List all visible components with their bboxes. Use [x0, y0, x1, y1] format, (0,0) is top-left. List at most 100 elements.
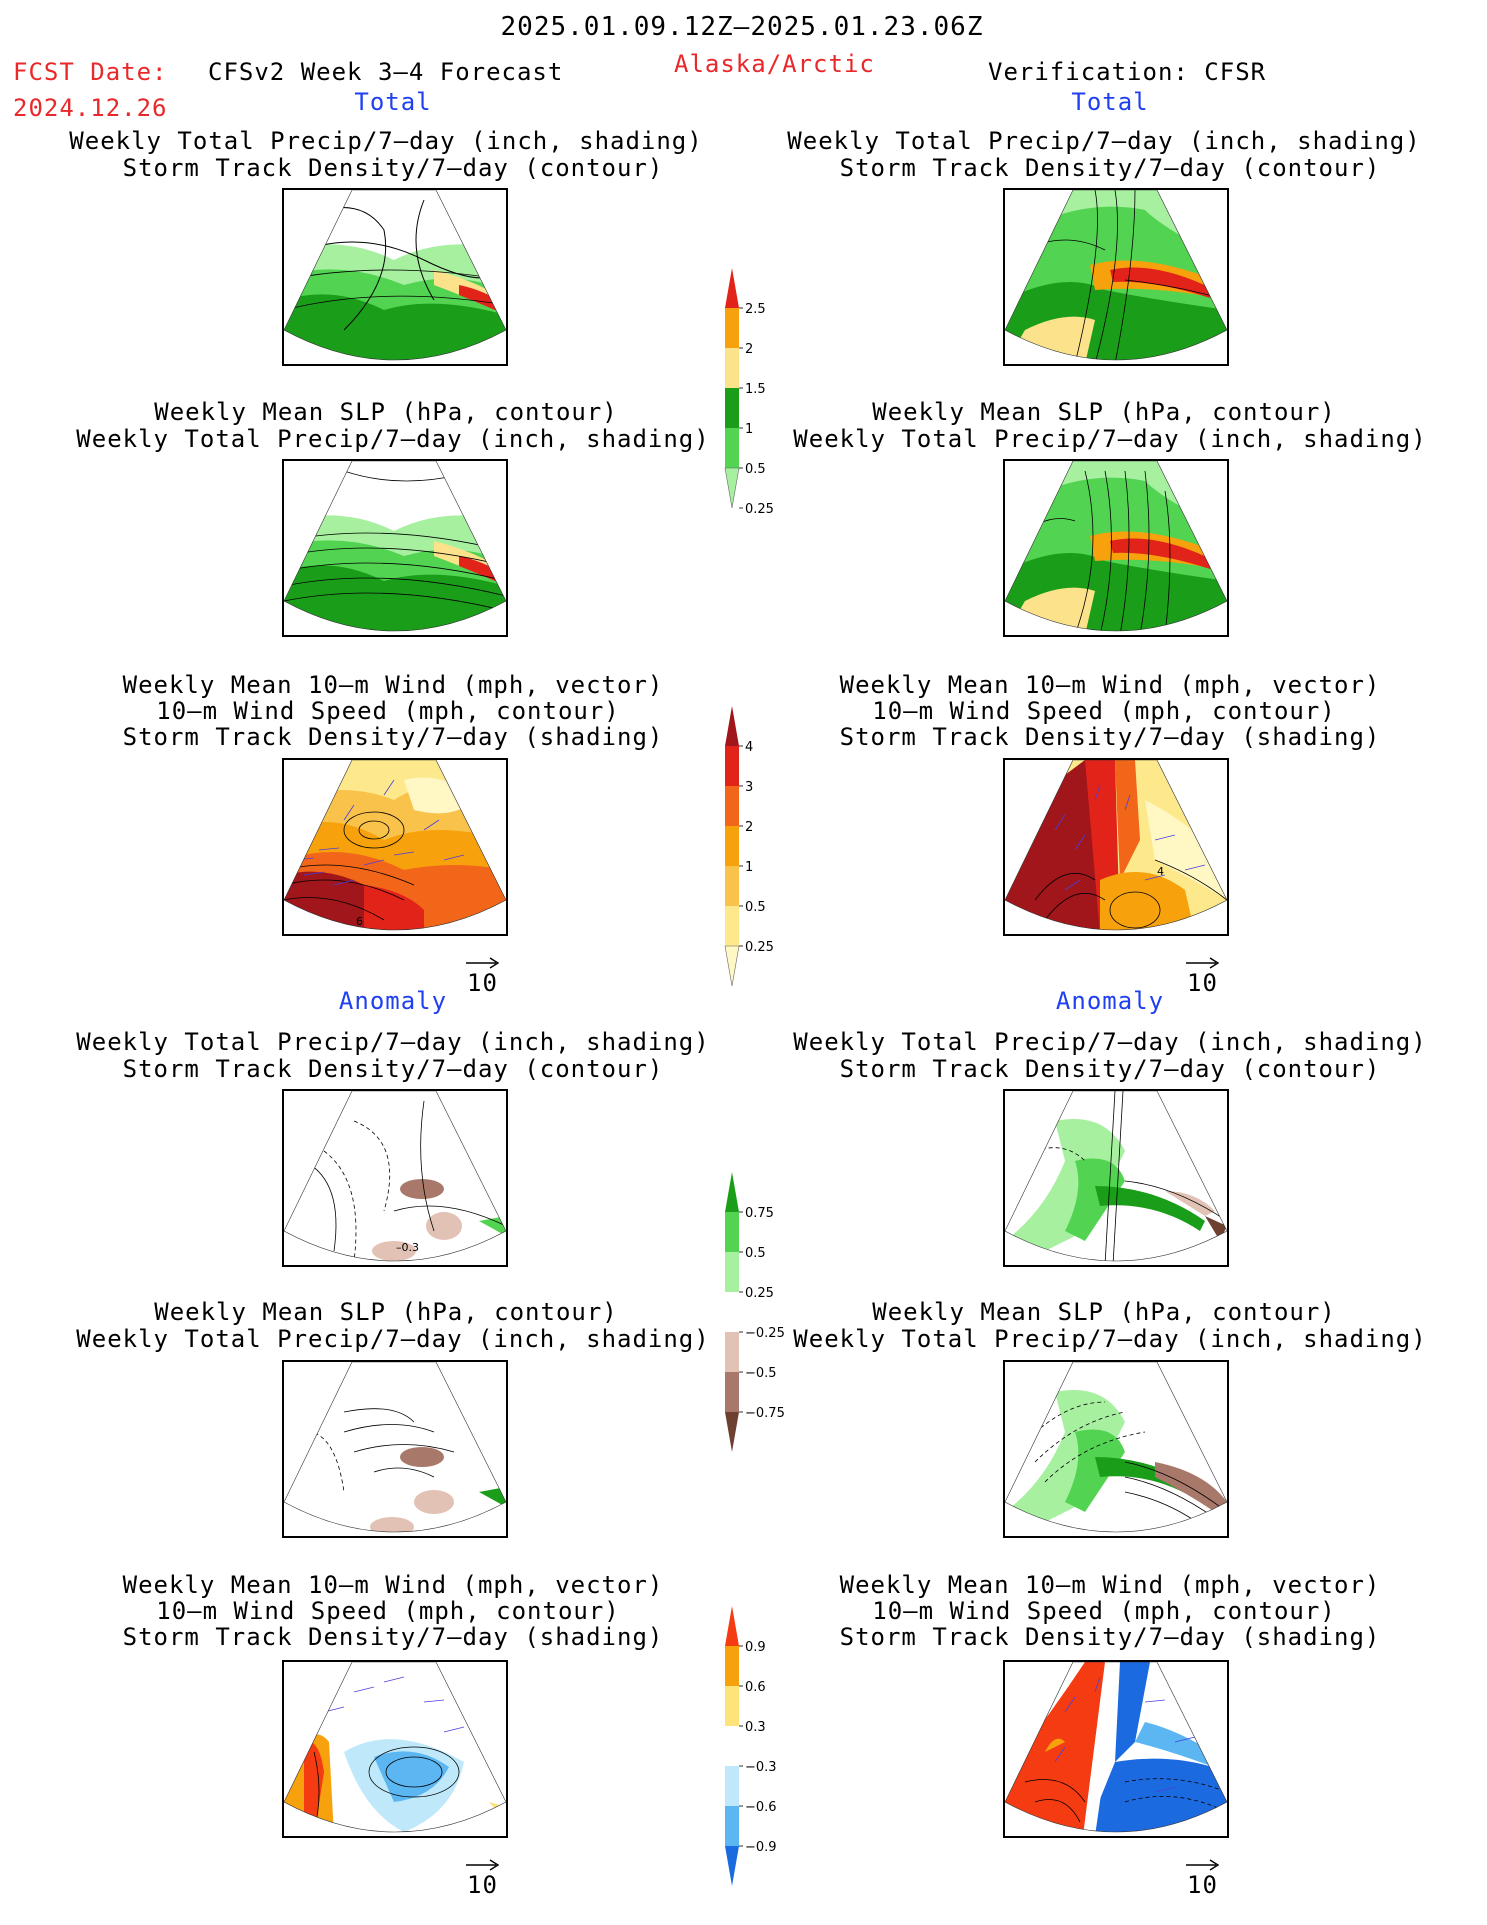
colorbar-precip-total: 2.5 2 1.5 1 0.5 0.25 [724, 268, 795, 522]
colorbar-tick-label: 4 [745, 740, 753, 755]
colorbar-tick-label: 1 [745, 860, 753, 875]
colorbar-tick-label: −0.75 [745, 1406, 785, 1421]
colorbar-top-cap [725, 706, 739, 746]
title-total-precip-l2-right: Storm Track Density/7–day (contour) [839, 154, 1381, 182]
title-anom-wind-l2-right: 10–m Wind Speed (mph, contour) [872, 1597, 1336, 1625]
title-anom-wind-l2-left: 10–m Wind Speed (mph, contour) [156, 1597, 620, 1625]
colorbar-tick-label: −0.25 [745, 1326, 785, 1341]
colorbar-tick-label: 0.25 [745, 940, 774, 955]
title-slp-l1-right: Weekly Mean SLP (hPa, contour) [872, 398, 1336, 426]
title-slp-l1-left: Weekly Mean SLP (hPa, contour) [154, 398, 618, 426]
colorbar-tick-label: 0.3 [745, 1720, 766, 1735]
map-anom-slp-verification [1003, 1360, 1229, 1538]
title-anom-wind-l1-left: Weekly Mean 10–m Wind (mph, vector) [122, 1571, 664, 1599]
title-anom-precip-l2-left: Storm Track Density/7–day (contour) [122, 1055, 664, 1083]
colorbar-tick-label: 0.5 [745, 462, 766, 477]
colorbar-segment [725, 906, 739, 946]
colorbar-bottom-cap [725, 1412, 739, 1452]
colorbar-tick-label: −0.6 [745, 1800, 777, 1815]
colorbar-tick-label: 0.75 [745, 1206, 774, 1221]
title-wind-l3-right: Storm Track Density/7–day (shading) [839, 723, 1381, 751]
colorbar-tick-label: 0.9 [745, 1640, 766, 1655]
title-anom-precip-l1-left: Weekly Total Precip/7–day (inch, shading… [76, 1028, 710, 1056]
title-wind-l1-left: Weekly Mean 10–m Wind (mph, vector) [122, 671, 664, 699]
map-anom-slp-forecast [282, 1360, 508, 1538]
precip_total-svg: 2.5 2 1.5 1 0.5 0.25 [724, 268, 774, 517]
colorbar-tick-label: 1.5 [745, 382, 766, 397]
colorbar-tick-label: 2 [745, 342, 753, 357]
colorbar-segment [725, 1766, 739, 1806]
colorbar-segment [725, 826, 739, 866]
colorbar-precip-anom: 0.75 0.5 0.25 −0.25 −0.5 −0.75 [725, 1172, 795, 1466]
colorbar-segment [725, 1646, 739, 1686]
colorbar-segment [725, 388, 739, 428]
title-wind-l2-left: 10–m Wind Speed (mph, contour) [156, 697, 620, 725]
colorbar-tick-label: −0.9 [745, 1840, 777, 1855]
colorbar-tick-label: −0.5 [745, 1366, 777, 1381]
map-anom-precip-forecast: –0.3 [282, 1089, 508, 1267]
colorbar-tick-label: 3 [745, 780, 753, 795]
section-total-right: Total [1071, 88, 1149, 116]
title-total-precip-l2: Storm Track Density/7–day (contour) [122, 154, 664, 182]
colorbar-segment [725, 786, 739, 826]
title-total-precip-l1: Weekly Total Precip/7–day (inch, shading… [69, 127, 703, 155]
vector-scale-label-left-total: 10 [467, 969, 498, 997]
storm_anom-svg: 0.9 0.6 0.3 −0.3 −0.6 −0.9 [725, 1606, 777, 1886]
title-wind-l1-right: Weekly Mean 10–m Wind (mph, vector) [839, 671, 1381, 699]
section-anomaly-right: Anomaly [1055, 987, 1165, 1015]
storm_total-svg: 4 3 2 1 0.5 0.25 [724, 706, 774, 987]
colorbar-top-cap [725, 1606, 739, 1646]
colorbar-top-cap [725, 268, 739, 308]
contour-label-anom-precip-left: –0.3 [396, 1241, 419, 1254]
section-anomaly-left: Anomaly [338, 987, 448, 1015]
colorbar-segment [725, 1332, 739, 1372]
title-total-precip-l1-right: Weekly Total Precip/7–day (inch, shading… [787, 127, 1421, 155]
title-anom-slp-l1-right: Weekly Mean SLP (hPa, contour) [872, 1298, 1336, 1326]
colorbar-tick-label: 0.25 [745, 1286, 774, 1301]
colorbar-tick-label: 1 [745, 422, 753, 437]
contour-label-wind-left: 6 [356, 915, 363, 928]
vector-scale-arrow-right-anom [1186, 1859, 1220, 1871]
verification-title: Verification: CFSR [988, 58, 1267, 86]
contour-label-wind-right: 4 [1157, 865, 1164, 878]
colorbar-tick-label: 2 [745, 820, 753, 835]
colorbar-segment [725, 428, 739, 468]
colorbar-bottom-cap [724, 945, 740, 987]
title-slp-l2-left: Weekly Total Precip/7–day (inch, shading… [76, 425, 710, 453]
colorbar-tick-label: 0.5 [745, 900, 766, 915]
colorbar-segment [725, 1372, 739, 1412]
colorbar-tick-label: 2.5 [745, 302, 766, 317]
colorbar-segment [725, 746, 739, 786]
colorbar-segment [725, 1212, 739, 1252]
colorbar-segment [725, 866, 739, 906]
fcst-date-value: 2024.12.26 [13, 94, 168, 122]
colorbar-tick-label: −0.3 [745, 1760, 777, 1775]
vector-scale-label-right-total: 10 [1187, 969, 1218, 997]
colorbar-storm-anom: 0.9 0.6 0.3 −0.3 −0.6 −0.9 [725, 1606, 795, 1900]
title-anom-wind-l3-right: Storm Track Density/7–day (shading) [839, 1623, 1381, 1651]
vector-scale-label-right-anom: 10 [1187, 1871, 1218, 1899]
colorbar-segment [725, 1726, 739, 1766]
fcst-date-label: FCST Date: [13, 58, 168, 86]
region-title: Alaska/Arctic [674, 50, 875, 78]
colorbar-bottom-cap [725, 1846, 739, 1886]
map-anom-wind-forecast [282, 1660, 508, 1838]
title-slp-l2-right: Weekly Total Precip/7–day (inch, shading… [793, 425, 1427, 453]
vector-scale-arrow-right-total [1186, 957, 1220, 969]
colorbar-segment [725, 1252, 739, 1292]
period-title: 2025.01.09.12Z–2025.01.23.06Z [500, 12, 984, 42]
map-total-precip-verification [1003, 188, 1229, 366]
title-anom-precip-l1-right: Weekly Total Precip/7–day (inch, shading… [793, 1028, 1427, 1056]
colorbar-tick-label: 0.5 [745, 1246, 766, 1261]
colorbar-bottom-cap [724, 467, 740, 509]
title-anom-wind-l1-right: Weekly Mean 10–m Wind (mph, vector) [839, 1571, 1381, 1599]
colorbar-segment [725, 1292, 739, 1332]
map-wind-total-verification: 4 [1003, 758, 1229, 936]
precip_anom-svg: 0.75 0.5 0.25 −0.25 −0.5 −0.75 [725, 1172, 785, 1452]
colorbar-top-cap [725, 1172, 739, 1212]
colorbar-tick-label: 0.6 [745, 1680, 766, 1695]
title-anom-precip-l2-right: Storm Track Density/7–day (contour) [839, 1055, 1381, 1083]
colorbar-tick-label: 0.25 [745, 502, 774, 517]
vector-scale-arrow-left-anom [466, 1859, 500, 1871]
vector-scale-arrow-left-total [466, 957, 500, 969]
